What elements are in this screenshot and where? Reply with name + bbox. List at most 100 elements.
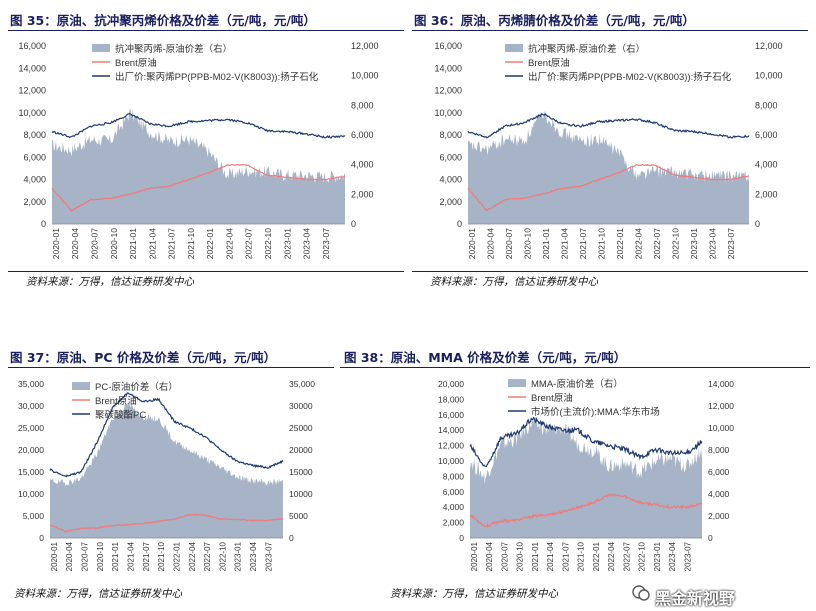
chart-pp-spread: 0 2,000 4,000 6,000 8,000 10,000 12,000 14,000 1… xyxy=(18,41,379,259)
series-line-2 xyxy=(467,112,750,139)
x-tick-label: 2021-01 xyxy=(541,228,551,259)
left-tick-label: 8,000 xyxy=(443,471,465,481)
right-tick-label: 12,000 xyxy=(755,41,783,51)
legend-label: 出厂价:聚丙烯PP(PPB-M02-V(K8003)):扬子石化 xyxy=(115,71,319,83)
left-tick-label: 2,000 xyxy=(443,518,465,528)
x-tick-label: 2022-10 xyxy=(670,228,680,259)
left-tick-label: 10,000 xyxy=(18,489,44,499)
left-tick-label: 2,000 xyxy=(23,197,46,207)
x-tick-label: 2023-01 xyxy=(234,541,243,571)
x-tick-label: 2020-07 xyxy=(504,228,514,259)
left-tick-label: 0 xyxy=(39,533,44,543)
x-tick-label: 2022-01 xyxy=(615,228,625,259)
x-tick-label: 2021-04 xyxy=(126,541,135,571)
left-tick-label: 4,000 xyxy=(443,502,465,512)
x-tick-label: 2022-04 xyxy=(188,541,197,571)
legend-label: 抗冲聚丙烯-原油价差（右） xyxy=(115,43,232,55)
left-tick-label: 25,000 xyxy=(18,423,44,433)
right-tick-label: 12,000 xyxy=(351,41,379,51)
left-tick-label: 0 xyxy=(457,219,462,229)
x-tick-label: 2022-01 xyxy=(592,541,601,571)
chart-title: 图 38：原油、MMA 价格及价差（元/吨，元/吨） xyxy=(344,350,627,365)
right-tick-label: 8,000 xyxy=(755,100,778,110)
legend-label: Brent原油 xyxy=(95,395,137,407)
left-tick-label: 6,000 xyxy=(23,152,46,162)
x-tick-label: 2020-07 xyxy=(80,541,89,571)
x-tick-label: 2020-01 xyxy=(50,541,59,571)
right-tick-label: 8,000 xyxy=(351,100,374,110)
x-tick-label: 2020-01 xyxy=(470,541,479,571)
x-tick-label: 2020-01 xyxy=(51,228,61,259)
chart-pc-spread: 0 5,000 10,000 15,000 20,000 25,000 30,000 35,0… xyxy=(18,379,315,571)
x-tick-label: 2021-04 xyxy=(147,228,157,259)
source-note: 资料来源：万得，信达证券研发中心 xyxy=(390,588,558,600)
x-tick-label: 2022-07 xyxy=(622,541,631,571)
left-tick-label: 18,000 xyxy=(438,394,464,404)
chart-title: 图 36：原油、丙烯腈价格及价差（元/吨，元/吨） xyxy=(414,13,695,28)
legend-swatch-spread xyxy=(72,382,90,390)
title-rule xyxy=(8,30,404,31)
right-tick-label: 5000 xyxy=(289,511,308,521)
title-rule xyxy=(340,367,810,368)
left-tick-label: 16,000 xyxy=(434,41,462,51)
series-line-2 xyxy=(469,416,703,468)
right-tick-label: 6,000 xyxy=(708,467,730,477)
left-tick-label: 6,000 xyxy=(443,487,465,497)
left-tick-label: 12,000 xyxy=(438,441,464,451)
chart-mma-spread: 0 2,000 4,000 6,000 8,000 10,000 12,000 14,000 1… xyxy=(438,378,734,571)
chart-acrylonitrile-spread: 0 2,000 4,000 6,000 8,000 10,000 12,000 14,000 1… xyxy=(434,41,783,259)
x-tick-label: 2021-04 xyxy=(559,228,569,259)
x-tick-label: 2022-10 xyxy=(638,541,647,571)
left-tick-label: 15,000 xyxy=(18,467,44,477)
legend-label: 抗冲聚丙烯-原油价差（右） xyxy=(528,43,645,55)
x-tick-label: 2020-10 xyxy=(516,541,525,571)
x-tick-label: 2020-04 xyxy=(65,541,74,571)
right-tick-label: 15000 xyxy=(289,467,313,477)
right-tick-label: 35,000 xyxy=(289,379,315,389)
x-tick-label: 2021-10 xyxy=(596,228,606,259)
legend-label: 市场价(主流价):MMA:华东市场 xyxy=(531,406,660,418)
x-tick-label: 2020-04 xyxy=(485,541,494,571)
source-note: 资料来源：万得，信达证券研发中心 xyxy=(430,276,598,288)
left-tick-label: 10,000 xyxy=(434,108,462,118)
x-tick-label: 2020-07 xyxy=(90,228,100,259)
left-tick-label: 8,000 xyxy=(23,130,46,140)
x-tick-label: 2022-10 xyxy=(218,541,227,571)
legend-label: Brent原油 xyxy=(528,57,570,69)
series-line-2 xyxy=(49,392,284,478)
x-tick-label: 2022-04 xyxy=(633,228,643,259)
x-tick-label: 2020-10 xyxy=(522,228,532,259)
x-tick-label: 2021-10 xyxy=(157,541,166,571)
x-tick-label: 2023-04 xyxy=(668,541,677,571)
left-tick-label: 2,000 xyxy=(439,197,462,207)
x-tick-label: 2020-07 xyxy=(500,541,509,571)
left-tick-label: 20,000 xyxy=(18,445,44,455)
source-note: 资料来源：万得，信达证券研发中心 xyxy=(26,276,194,288)
right-tick-label: 4,000 xyxy=(755,160,778,170)
x-tick-label: 2020-10 xyxy=(109,228,119,259)
right-tick-label: 0 xyxy=(755,219,760,229)
right-tick-label: 2,000 xyxy=(755,189,778,199)
legend-swatch-spread xyxy=(92,44,110,52)
chart-title: 图 37：原油、PC 价格及价差（元/吨，元/吨） xyxy=(10,350,277,365)
title-rule xyxy=(8,367,334,368)
right-tick-label: 20000 xyxy=(289,445,313,455)
x-tick-label: 2020-10 xyxy=(96,541,105,571)
right-tick-label: 6,000 xyxy=(755,130,778,140)
left-tick-label: 16,000 xyxy=(438,410,464,420)
right-tick-label: 0 xyxy=(708,533,713,543)
series-area-0 xyxy=(50,401,283,538)
x-tick-label: 2023-07 xyxy=(321,228,331,259)
x-tick-label: 2022-01 xyxy=(205,228,215,259)
x-tick-label: 2023-01 xyxy=(282,228,292,259)
right-tick-label: 8,000 xyxy=(708,445,730,455)
legend-label: Brent原油 xyxy=(115,57,157,69)
source-note: 资料来源：万得，信达证券研发中心 xyxy=(14,588,182,600)
x-tick-label: 2023-04 xyxy=(302,228,312,259)
x-tick-label: 2021-10 xyxy=(186,228,196,259)
left-tick-label: 0 xyxy=(41,219,46,229)
right-tick-label: 10,000 xyxy=(708,423,734,433)
series-line-1 xyxy=(467,163,750,212)
right-tick-label: 2,000 xyxy=(708,511,730,521)
right-tick-label: 30000 xyxy=(289,401,313,411)
